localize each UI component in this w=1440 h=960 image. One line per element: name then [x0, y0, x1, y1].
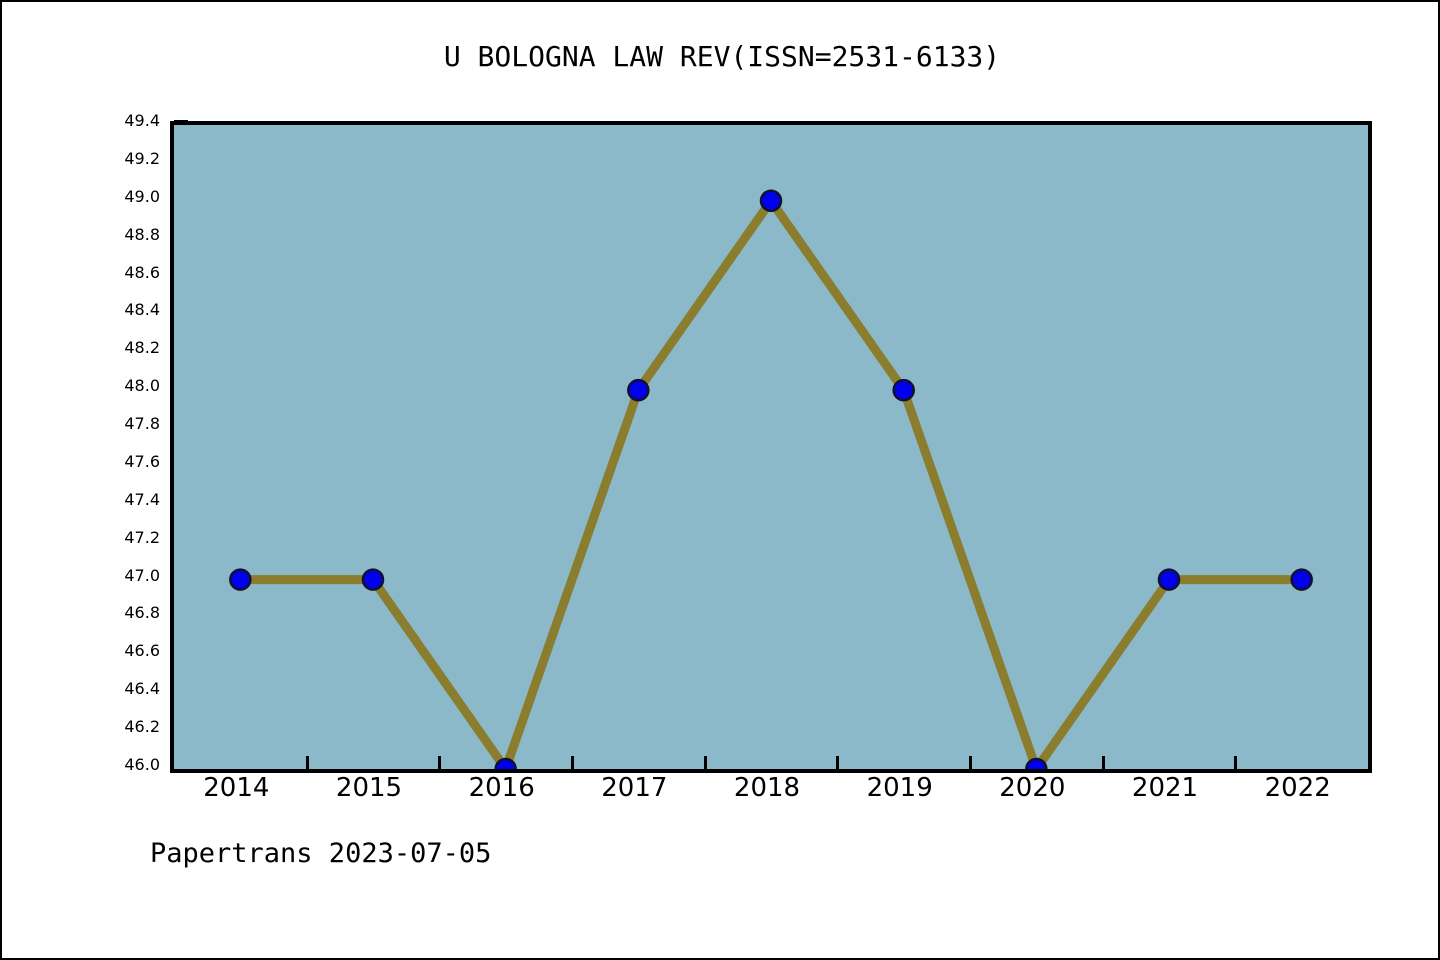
x-axis-tick-label: 2018 [733, 773, 801, 803]
data-point-marker[interactable] [494, 757, 517, 769]
series-markers [229, 189, 1313, 769]
y-axis-tick-label: 47.4 [124, 489, 160, 509]
y-axis-tick-label: 48.6 [124, 262, 160, 282]
x-axis-tick-label: 2015 [335, 773, 403, 803]
data-point-marker[interactable] [892, 378, 915, 402]
y-axis-tick-label: 47.8 [124, 414, 160, 434]
x-axis-tick-label: 2020 [999, 773, 1066, 803]
y-axis-tick-label: 46.2 [124, 717, 160, 737]
x-axis-tick [836, 756, 840, 769]
y-axis-tick-label: 48.8 [124, 224, 160, 244]
y-axis-tick-label: 48.4 [124, 300, 160, 320]
series-line [240, 192, 1302, 769]
y-axis-tick-label: 47.0 [124, 565, 160, 585]
data-point-marker[interactable] [627, 378, 650, 402]
x-axis-tick [305, 756, 309, 769]
data-point-marker[interactable] [361, 568, 385, 591]
x-axis-tick-label: 2016 [468, 773, 535, 803]
y-axis-tick-label: 48.2 [124, 338, 160, 358]
data-point-marker[interactable] [229, 568, 252, 591]
y-axis-tick-label: 46.6 [124, 641, 160, 661]
data-point-marker[interactable] [1157, 568, 1181, 591]
y-axis-tick-label: 49.2 [124, 148, 160, 168]
y-axis-tick-label: 47.6 [124, 451, 160, 471]
x-axis-tick-label: 2022 [1264, 773, 1331, 803]
x-axis-tick-label: 2014 [203, 773, 270, 803]
y-axis-tick-label: 46.0 [124, 755, 160, 774]
y-axis-tick-label: 46.8 [124, 603, 160, 623]
x-axis-tick [571, 756, 574, 769]
y-axis-tick-label: 48.0 [124, 376, 160, 396]
x-axis-tick [703, 756, 707, 769]
page-title: U BOLOGNA LAW REV(ISSN=2531-6133) [443, 40, 1001, 73]
x-axis-tick-label: 2017 [601, 773, 668, 803]
series-polyline [240, 192, 1302, 769]
x-axis-tick [1234, 756, 1238, 769]
y-axis-tick-label: 49.0 [124, 186, 160, 206]
data-point-marker[interactable] [759, 189, 783, 213]
data-point-marker[interactable] [1025, 757, 1048, 769]
data-point-marker[interactable] [1290, 568, 1313, 591]
y-axis-tick-label: 47.2 [124, 527, 160, 547]
footer-note: Papertrans 2023-07-05 [150, 838, 492, 869]
x-axis-tick [438, 756, 442, 769]
y-axis-tick-label: 49.4 [124, 111, 160, 130]
x-axis-tick [969, 756, 972, 769]
plot-area [170, 121, 1372, 773]
x-axis-tick-label: 2021 [1131, 773, 1199, 803]
y-axis-tick-label: 46.4 [124, 679, 160, 699]
x-axis-tick-label: 2019 [866, 773, 933, 803]
x-axis-tick [1101, 756, 1105, 769]
line-chart-svg [229, 189, 1313, 769]
